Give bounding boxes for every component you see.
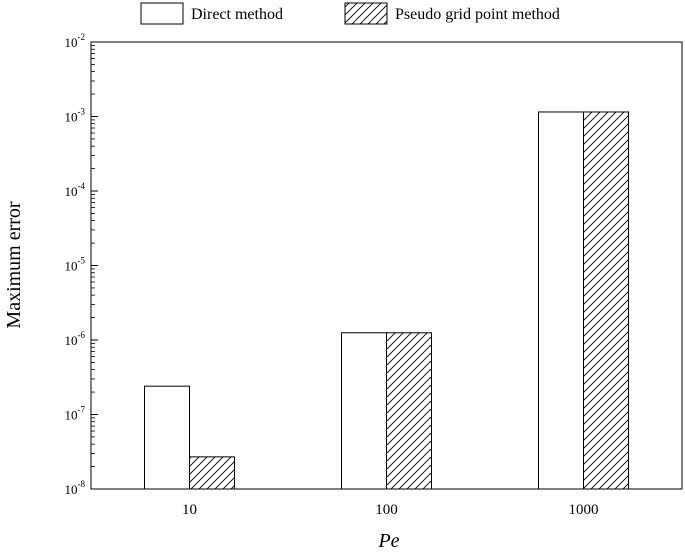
y-axis-label: Maximum error	[3, 201, 25, 329]
x-tick-label: 1000	[569, 502, 599, 518]
bar-direct-method	[341, 332, 387, 490]
legend-swatch-direct	[140, 2, 184, 25]
legend-label-direct: Direct method	[191, 6, 283, 23]
legend-swatch-pseudo	[344, 2, 388, 25]
bar-pseudo-grid-point-method	[583, 111, 629, 490]
x-tick-label: 100	[375, 502, 398, 518]
bar-pseudo-grid-point-method	[386, 332, 432, 490]
y-tick-label: 10-8	[65, 479, 86, 497]
legend: Direct method Pseudo grid point method	[140, 2, 560, 25]
x-tick-label: 10	[182, 502, 197, 518]
x-axis: 10 100 1000	[182, 482, 599, 518]
y-tick-label: 10-2	[65, 32, 86, 50]
y-tick-label: 10-6	[65, 330, 86, 348]
bars-group	[144, 111, 629, 490]
y-axis: 10-8 10-7 10-6 10-5 10-4 10-3 10-2	[65, 32, 98, 497]
bar-direct-method	[144, 385, 190, 490]
x-axis-label: Pe	[377, 530, 399, 552]
y-tick-label: 10-3	[65, 107, 86, 125]
y-tick-label: 10-4	[65, 181, 86, 199]
legend-label-pseudo: Pseudo grid point method	[395, 6, 560, 23]
bar-pseudo-grid-point-method	[189, 456, 235, 490]
y-tick-label: 10-7	[65, 405, 86, 423]
y-tick-label: 10-5	[65, 256, 86, 274]
bar-direct-method	[538, 111, 584, 490]
